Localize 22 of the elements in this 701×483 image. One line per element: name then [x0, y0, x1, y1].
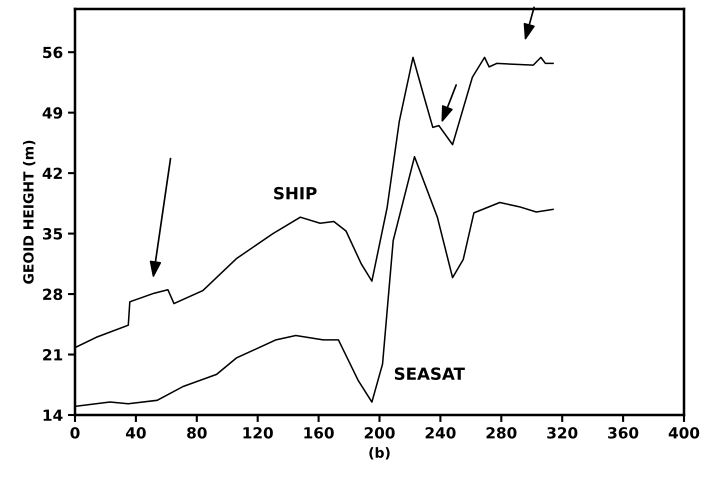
x-tick-label: 160	[304, 427, 334, 439]
x-tick-label: 320	[547, 427, 578, 439]
y-tick-label: 35	[42, 228, 62, 240]
y-axis-title: GEOID HEIGHT (m)	[22, 140, 36, 284]
x-tick-label: 40	[126, 427, 146, 439]
x-tick-label: 360	[608, 427, 638, 439]
x-tick-label: 280	[486, 427, 517, 439]
y-tick-label: 28	[43, 288, 62, 300]
x-tick-label: 240	[426, 427, 456, 439]
y-tick-label: 49	[42, 107, 62, 119]
y-tick-label: 21	[43, 348, 62, 360]
x-tick-label: 120	[243, 427, 273, 439]
x-tick-label: 200	[364, 427, 395, 439]
x-tick-label: 80	[187, 427, 207, 439]
series-label: SHIP	[274, 186, 317, 200]
x-axis-title: (b)	[369, 447, 390, 460]
y-tick-label: 56	[43, 46, 62, 58]
x-tick-label: 0	[70, 427, 80, 439]
y-tick-label: 42	[42, 168, 62, 179]
y-tick-label: 14	[44, 410, 62, 421]
x-tick-label: 400	[668, 427, 700, 439]
series-label: SEASAT	[394, 367, 465, 380]
